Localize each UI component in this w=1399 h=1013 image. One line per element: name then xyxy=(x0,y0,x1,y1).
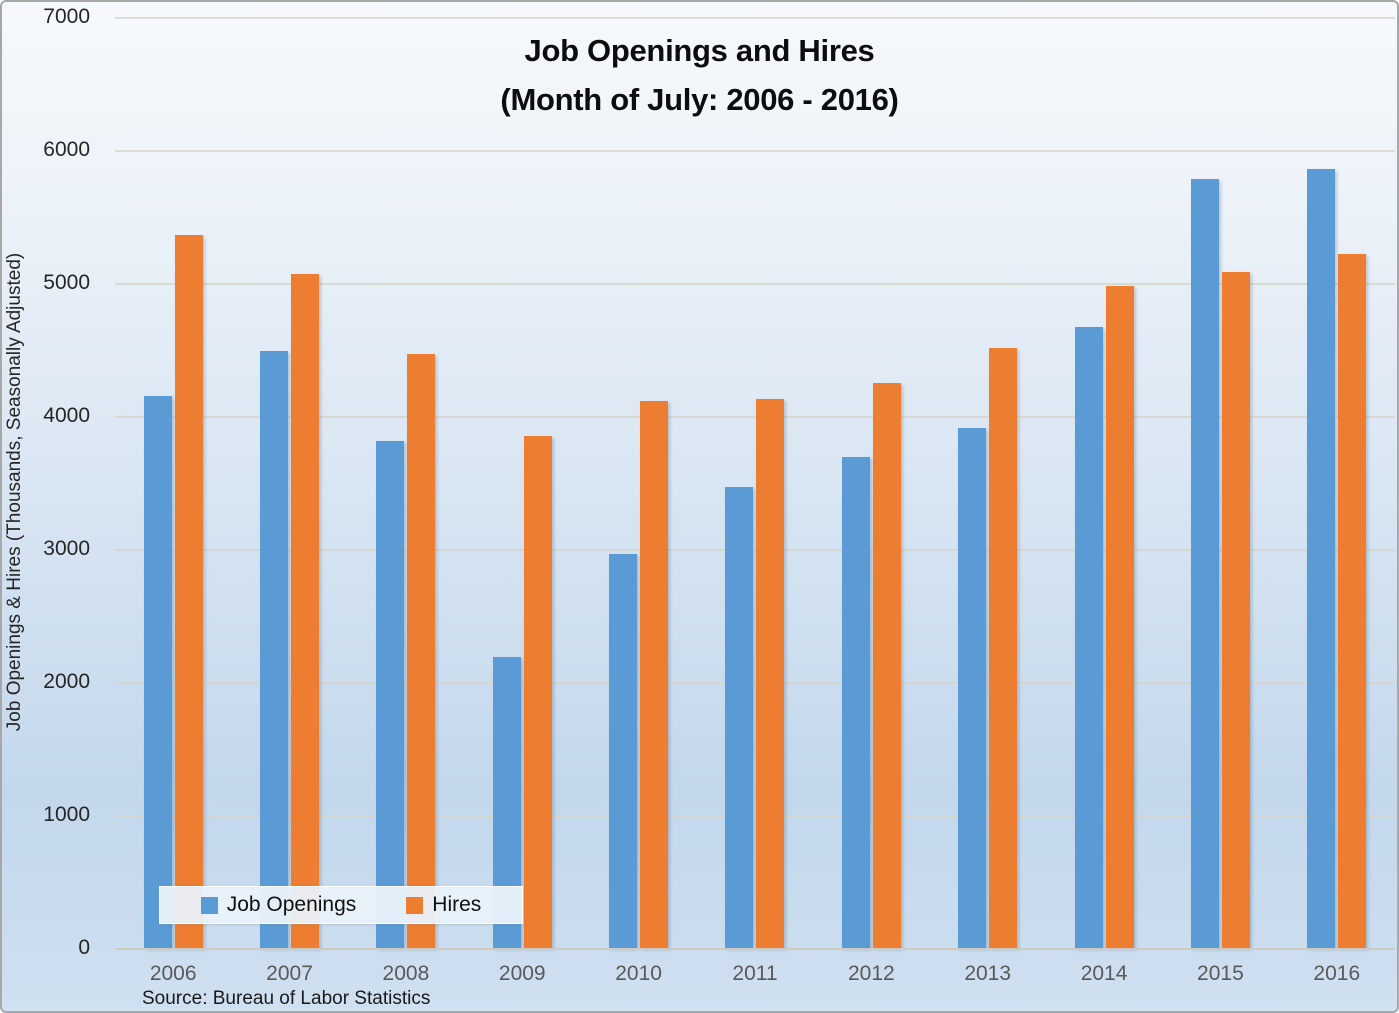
gridline-1000 xyxy=(115,815,1395,817)
x-tick-label-2006: 2006 xyxy=(149,962,197,985)
y-tick-label-3000: 3000 xyxy=(43,537,90,560)
bar-group-2008 xyxy=(348,17,464,948)
bar-hires-2013 xyxy=(989,348,1018,948)
x-tick-label-2014: 2014 xyxy=(1080,962,1128,985)
legend-swatch-icon xyxy=(406,896,424,914)
bars-layer xyxy=(115,17,1395,948)
bar-job-openings-2011 xyxy=(725,486,754,948)
gridline-5000 xyxy=(115,283,1395,285)
bar-job-openings-2012 xyxy=(841,457,870,948)
bar-job-openings-2010 xyxy=(609,554,638,948)
legend-label: Hires xyxy=(432,893,482,916)
y-tick-label-6000: 6000 xyxy=(43,138,90,161)
x-tick-label-2008: 2008 xyxy=(382,962,430,985)
bar-group-2012 xyxy=(813,17,929,948)
bar-hires-2006 xyxy=(174,235,203,948)
y-tick-label-5000: 5000 xyxy=(43,271,90,294)
legend-item-hires: Hires xyxy=(406,893,481,917)
bar-job-openings-2015 xyxy=(1190,179,1219,948)
y-tick-label-2000: 2000 xyxy=(43,670,90,693)
x-tick-label-2012: 2012 xyxy=(847,962,895,985)
gridline-4000 xyxy=(115,416,1395,418)
source-note: Source: Bureau of Labor Statistics xyxy=(142,988,431,1009)
bar-group-2007 xyxy=(231,17,347,948)
bar-job-openings-2016 xyxy=(1307,168,1336,948)
bar-group-2009 xyxy=(464,17,580,948)
bar-hires-2012 xyxy=(872,382,901,948)
bar-hires-2016 xyxy=(1338,253,1367,948)
bar-hires-2011 xyxy=(756,398,785,948)
bar-job-openings-2014 xyxy=(1074,326,1103,948)
bar-hires-2009 xyxy=(523,435,552,948)
bar-job-openings-2006 xyxy=(143,396,172,948)
y-tick-label-1000: 1000 xyxy=(43,803,90,826)
x-tick-label-2013: 2013 xyxy=(964,962,1012,985)
bar-group-2013 xyxy=(930,17,1046,948)
chart-title-line1: Job Openings and Hires xyxy=(524,33,875,68)
y-tick-label-4000: 4000 xyxy=(43,404,90,427)
x-axis-labels: 2006 2007 2008 2009 2010 2011 2012 2013 2014 2015… xyxy=(115,962,1395,986)
legend-item-job-openings: Job Openings xyxy=(200,893,357,917)
chart-title: Job Openings and Hires (Month of July: 2… xyxy=(2,26,1397,124)
bar-hires-2010 xyxy=(640,401,669,948)
x-tick-label-2007: 2007 xyxy=(266,962,313,985)
bar-group-2011 xyxy=(697,17,813,948)
bar-group-2015 xyxy=(1162,17,1278,948)
bar-hires-2008 xyxy=(407,353,436,948)
y-tick-label-7000: 7000 xyxy=(43,5,90,28)
legend: Job Openings Hires xyxy=(159,886,523,924)
x-tick-label-2016: 2016 xyxy=(1313,962,1361,985)
y-axis-title: Job Openings & Hires (Thousands, Seasona… xyxy=(4,252,25,732)
bar-job-openings-2013 xyxy=(958,427,987,948)
bar-group-2016 xyxy=(1279,17,1395,948)
bar-hires-2007 xyxy=(291,273,320,948)
legend-label: Job Openings xyxy=(226,893,357,916)
bar-group-2010 xyxy=(580,17,696,948)
x-tick-label-2015: 2015 xyxy=(1197,962,1244,985)
y-tick-label-0: 0 xyxy=(78,936,90,959)
legend-swatch-icon xyxy=(200,896,218,914)
gridline-0 xyxy=(115,948,1395,950)
bar-job-openings-2008 xyxy=(376,441,405,948)
gridline-3000 xyxy=(115,549,1395,551)
bar-hires-2014 xyxy=(1105,285,1134,948)
bar-hires-2015 xyxy=(1221,272,1250,948)
bar-group-2006 xyxy=(115,17,231,948)
chart-title-line2: (Month of July: 2006 - 2016) xyxy=(500,82,899,117)
gridline-2000 xyxy=(115,682,1395,684)
x-tick-label-2009: 2009 xyxy=(498,962,546,985)
gridline-6000 xyxy=(115,150,1395,152)
x-tick-label-2011: 2011 xyxy=(732,962,778,985)
bar-job-openings-2007 xyxy=(260,350,289,948)
x-tick-label-2010: 2010 xyxy=(615,962,662,985)
plot-area xyxy=(115,17,1395,950)
bar-group-2014 xyxy=(1046,17,1162,948)
gridline-7000 xyxy=(115,17,1395,19)
